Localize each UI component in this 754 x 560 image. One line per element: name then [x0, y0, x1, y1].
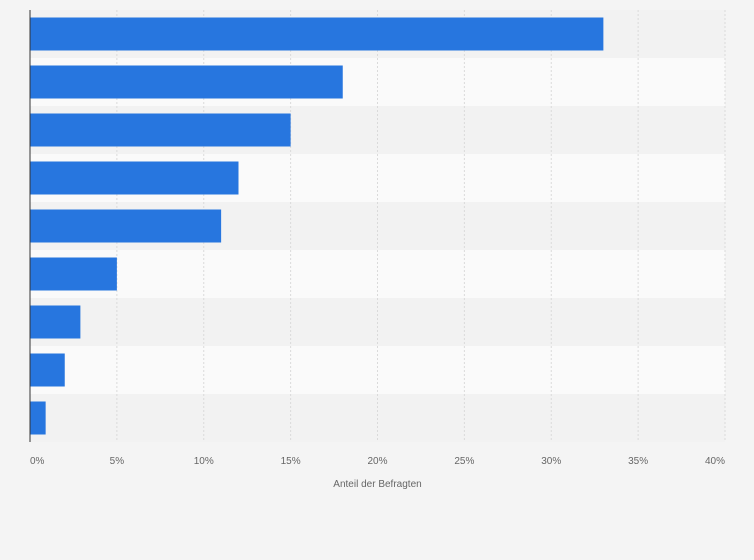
- bar: [30, 209, 222, 243]
- bar: [30, 17, 604, 51]
- x-tick-label: 10%: [194, 456, 214, 467]
- bars: [30, 17, 604, 435]
- bar: [30, 161, 239, 195]
- x-tick-label: 35%: [628, 456, 648, 467]
- bar: [30, 113, 291, 147]
- x-tick-label: 0%: [30, 456, 45, 467]
- bar: [30, 401, 46, 435]
- x-tick-label: 15%: [281, 456, 301, 467]
- x-tick-label: 30%: [541, 456, 561, 467]
- bar: [30, 305, 81, 339]
- bar: [30, 353, 65, 387]
- x-tick-labels: 0% 5% 10% 15% 20% 25% 30% 35% 40%: [30, 456, 725, 467]
- x-axis-title: Anteil der Befragten: [333, 479, 421, 490]
- x-tick-label: 20%: [367, 456, 387, 467]
- x-tick-label: 5%: [110, 456, 125, 467]
- bar: [30, 257, 117, 291]
- bar: [30, 65, 343, 99]
- x-tick-label: 40%: [705, 456, 725, 467]
- x-tick-label: 25%: [454, 456, 474, 467]
